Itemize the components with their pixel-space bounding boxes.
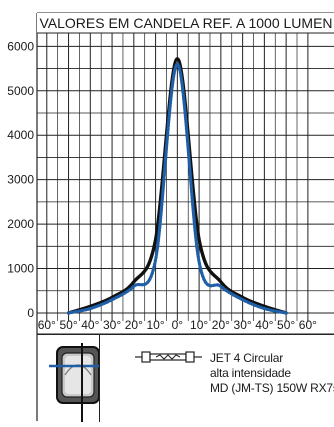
series: [66, 57, 288, 315]
y-tick-labels: 0 1000 2000 3000 4000 5000 6000: [7, 39, 34, 320]
x-tick-label: 40°: [255, 318, 273, 332]
x-tick-label: 0°: [172, 318, 184, 332]
series-line-1: [66, 57, 288, 315]
series-line-2: [66, 62, 288, 315]
x-tick-label: 30°: [103, 318, 121, 332]
x-tick-label: 20°: [125, 318, 143, 332]
legend-line-1: JET 4 Circular: [210, 351, 283, 365]
lamp-icon: [135, 351, 202, 363]
x-tick-label: 50°: [59, 318, 77, 332]
title-bar: [37, 13, 334, 33]
luminaire-icon: [49, 343, 100, 422]
x-tick-label: 30°: [234, 318, 252, 332]
y-tick-label: 5000: [7, 84, 34, 98]
luminaire-box: [37, 335, 100, 422]
legend-line-3: MD (JM-TS) 150W RX7s: [210, 381, 334, 395]
y-tick-label: 1000: [7, 262, 34, 276]
chart-title: VALORES EM CANDELA REF. A 1000 LUMEN: [39, 15, 332, 31]
y-tick-label: 4000: [7, 128, 34, 142]
x-tick-label: 10°: [147, 318, 165, 332]
grid: [37, 33, 334, 321]
y-tick-label: 2000: [7, 217, 34, 231]
legend-panel: JET 4 Circular alta intensidade MD (JM-T…: [37, 334, 334, 422]
x-tick-label: 40°: [81, 318, 99, 332]
x-tick-label: 50°: [277, 318, 295, 332]
x-tick-label: 60°: [299, 318, 317, 332]
x-tick-label: 10°: [190, 318, 208, 332]
y-tick-label: 0: [27, 306, 34, 320]
y-tick-label: 3000: [7, 173, 34, 187]
legend-line-2: alta intensidade: [210, 366, 291, 380]
x-tick-label: 20°: [212, 318, 230, 332]
x-tick-labels: 60° 50° 40° 30° 20° 10° 0° 10° 20° 30° 40° 50° 60°: [38, 318, 317, 332]
y-tick-label: 6000: [7, 39, 34, 53]
x-tick-label: 60°: [38, 318, 56, 332]
